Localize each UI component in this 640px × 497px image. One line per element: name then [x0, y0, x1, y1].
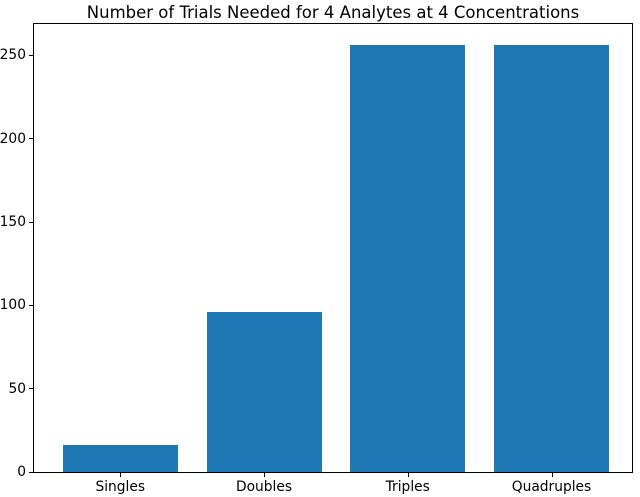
y-tick-mark: [29, 304, 33, 306]
x-tick-label-quadruples: Quadruples: [511, 479, 592, 495]
x-tick-label-singles: Singles: [95, 479, 146, 495]
y-tick-label-100: 100: [0, 297, 26, 314]
y-tick-label-150: 150: [0, 214, 26, 230]
y-tick-mark: [29, 471, 33, 473]
x-tick-label-triples: Triples: [385, 479, 430, 495]
x-tick-label-doubles: Doubles: [235, 479, 293, 495]
y-tick-label-250: 250: [0, 47, 26, 64]
y-tick-mark: [29, 388, 33, 390]
x-tick-mark: [551, 473, 553, 477]
bar-quadruples: [494, 45, 609, 472]
x-tick-mark: [407, 473, 409, 477]
y-tick-label-200: 200: [0, 130, 26, 147]
y-tick-mark: [29, 221, 33, 223]
y-tick-label-50: 50: [8, 380, 26, 397]
bar-singles: [62, 445, 178, 472]
bar-doubles: [206, 312, 322, 472]
bar-triples: [350, 45, 466, 472]
x-tick-mark: [264, 473, 265, 477]
y-tick-label-0: 0: [17, 464, 26, 480]
chart-title: Number of Trials Needed for 4 Analytes a…: [86, 3, 580, 22]
y-tick-mark: [29, 138, 33, 140]
plot-area: Singles Doubles Triples Quadruples 0 50 100 150…: [0, 23, 633, 495]
y-tick-mark: [29, 54, 33, 56]
x-tick-mark: [120, 473, 122, 477]
